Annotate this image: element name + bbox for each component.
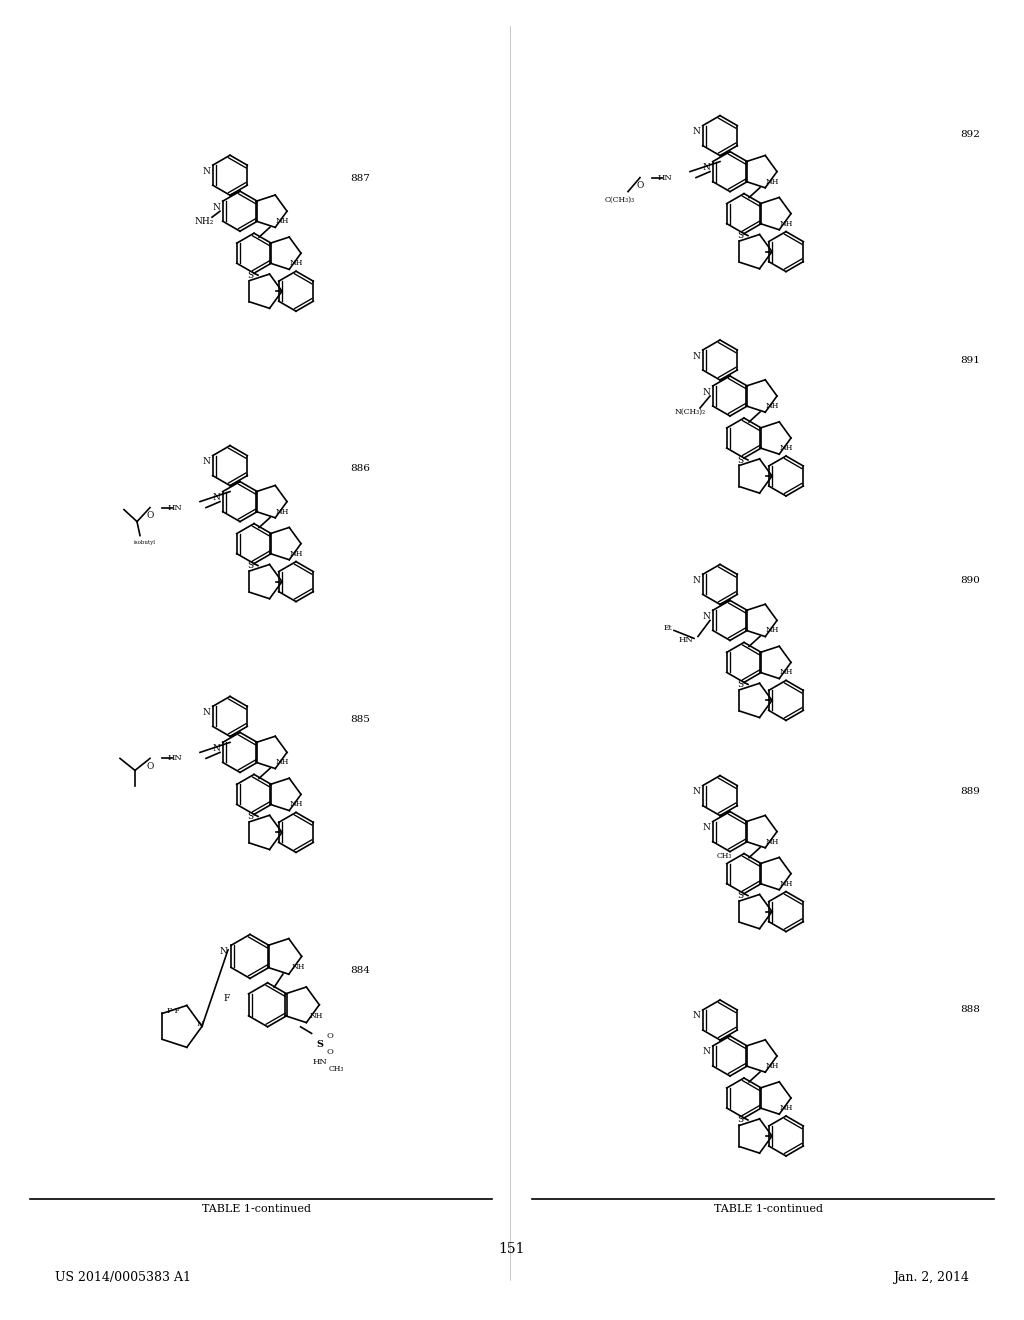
Text: HN: HN <box>657 174 673 182</box>
Text: NH: NH <box>275 218 289 226</box>
Text: HN: HN <box>312 1059 327 1067</box>
Text: S: S <box>737 1115 743 1125</box>
Text: CH₃: CH₃ <box>329 1065 344 1073</box>
Text: S: S <box>737 455 743 465</box>
Text: O: O <box>146 762 154 771</box>
Text: S: S <box>737 680 743 689</box>
Text: N: N <box>702 1048 710 1056</box>
Text: F: F <box>223 994 229 1003</box>
Text: 888: 888 <box>961 1006 980 1014</box>
Text: O: O <box>146 511 154 520</box>
Text: N: N <box>692 787 700 796</box>
Text: N: N <box>197 1020 204 1028</box>
Text: C(CH₃)₃: C(CH₃)₃ <box>605 195 635 203</box>
Text: N: N <box>692 351 700 360</box>
Text: 889: 889 <box>961 788 980 796</box>
Text: isobutyl: isobutyl <box>134 540 156 545</box>
Text: N(CH₃)₂: N(CH₃)₂ <box>675 408 706 416</box>
Text: N: N <box>202 457 210 466</box>
Text: 890: 890 <box>961 577 980 585</box>
Text: N: N <box>212 203 220 211</box>
Text: NH₂: NH₂ <box>195 216 214 226</box>
Text: O: O <box>327 1032 333 1040</box>
Text: N: N <box>702 612 710 620</box>
Text: NH: NH <box>765 178 778 186</box>
Text: Jan. 2, 2014: Jan. 2, 2014 <box>893 1271 969 1284</box>
Text: NH: NH <box>309 1012 323 1020</box>
Text: NH: NH <box>290 259 303 267</box>
Text: N: N <box>692 127 700 136</box>
Text: N: N <box>692 576 700 585</box>
Text: 151: 151 <box>499 1242 525 1255</box>
Text: O: O <box>327 1048 333 1056</box>
Text: 887: 887 <box>350 174 370 182</box>
Text: N: N <box>702 164 710 172</box>
Text: NH: NH <box>765 838 778 846</box>
Text: N: N <box>202 166 210 176</box>
Text: N: N <box>702 388 710 396</box>
Text: HN: HN <box>168 504 182 512</box>
Text: S: S <box>737 891 743 900</box>
Text: NH: NH <box>765 403 778 411</box>
Text: S: S <box>316 1040 324 1049</box>
Text: 886: 886 <box>350 465 370 473</box>
Text: Et: Et <box>664 624 673 632</box>
Text: N: N <box>219 946 227 956</box>
Text: TABLE 1-continued: TABLE 1-continued <box>714 1204 822 1214</box>
Text: NH: NH <box>779 879 793 887</box>
Text: NH: NH <box>779 444 793 451</box>
Text: 891: 891 <box>961 356 980 364</box>
Text: HN: HN <box>168 755 182 763</box>
Text: NH: NH <box>275 759 289 767</box>
Text: NH: NH <box>779 219 793 227</box>
Text: NH: NH <box>290 549 303 557</box>
Text: NH: NH <box>765 1063 778 1071</box>
Text: O: O <box>636 181 644 190</box>
Text: F F: F F <box>167 1007 180 1015</box>
Text: NH: NH <box>290 800 303 808</box>
Text: S: S <box>247 812 253 821</box>
Text: N: N <box>212 494 220 502</box>
Text: NH: NH <box>275 508 289 516</box>
Text: TABLE 1-continued: TABLE 1-continued <box>202 1204 310 1214</box>
Text: NH: NH <box>292 964 305 972</box>
Text: 892: 892 <box>961 131 980 139</box>
Text: N: N <box>202 708 210 717</box>
Text: N: N <box>212 744 220 752</box>
Text: NH: NH <box>779 1104 793 1111</box>
Text: US 2014/0005383 A1: US 2014/0005383 A1 <box>55 1271 191 1284</box>
Text: 884: 884 <box>350 966 370 974</box>
Text: NH: NH <box>779 668 793 676</box>
Text: N: N <box>692 1011 700 1020</box>
Text: HN: HN <box>679 636 693 644</box>
Text: S: S <box>247 561 253 570</box>
Text: N: N <box>702 824 710 832</box>
Text: NH: NH <box>765 627 778 635</box>
Text: 885: 885 <box>350 715 370 723</box>
Text: CH₃: CH₃ <box>717 851 732 859</box>
Text: S: S <box>737 231 743 240</box>
Text: S: S <box>247 271 253 280</box>
